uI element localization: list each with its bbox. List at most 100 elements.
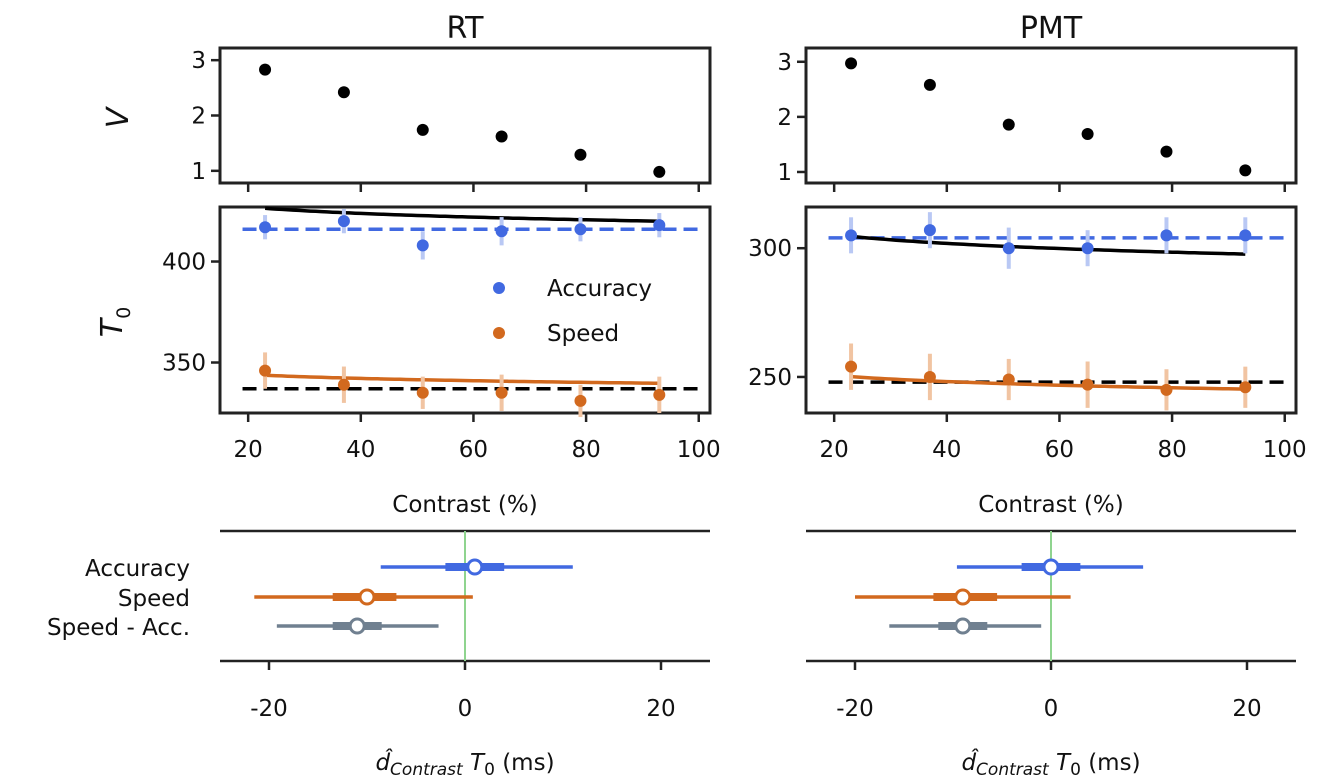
effect-label-sub: Contrast: [390, 760, 464, 780]
effect-label-t: T: [470, 750, 486, 776]
x-tick-label: 100: [677, 437, 721, 463]
legend-marker-speed: [493, 327, 505, 339]
data-point: [1081, 127, 1094, 140]
speed-fit-curve: [850, 374, 1246, 391]
x-tick-label: 80: [1157, 437, 1186, 463]
data-point: [845, 57, 858, 70]
accuracy-data-point: [1081, 242, 1094, 255]
speed-data-point: [653, 388, 666, 401]
y-tick-label: 2: [777, 105, 792, 131]
accuracy-data-point: [845, 229, 858, 242]
t0-axis-label-main: T: [95, 316, 130, 337]
plot-layer: 1 2 3 1 2 3 20 40 60 80 100 350 400 20 40 60 80 100 250 300…: [47, 46, 1307, 722]
y-tick-label: 3: [191, 48, 206, 74]
speed-data-point: [495, 386, 508, 399]
data-point: [653, 165, 666, 178]
accuracy-point-estimate: [466, 558, 484, 576]
speed-data-point: [1081, 378, 1094, 391]
accuracy-data-point: [574, 223, 587, 236]
legend: Accuracy Speed: [493, 276, 652, 347]
speed-data-point: [923, 370, 936, 383]
pmt-t0-frame: [804, 205, 1298, 415]
effect-label-d: d̂: [961, 749, 979, 776]
pmt-v-frame: [804, 46, 1298, 185]
category-label-speed-acc: Speed - Acc.: [47, 615, 190, 641]
y-tick-label: 1: [191, 159, 206, 185]
data-point: [259, 63, 272, 76]
effect-axis-label-pmt: d̂Contrast T0 (ms): [961, 749, 1140, 780]
contrast-axis-label-pmt: Contrast (%): [978, 492, 1123, 518]
legend-marker-accuracy: [493, 282, 505, 294]
svg-text:d̂Contrast T0 (ms): d̂Contrast T0 (ms): [961, 749, 1140, 780]
y-tick-label: 250: [748, 365, 792, 391]
accuracy-data-point: [923, 224, 936, 237]
data-point: [1002, 118, 1015, 131]
accuracy-data-point: [1002, 242, 1015, 255]
x-tick-label: -20: [250, 696, 288, 722]
speed-fit-curve: [265, 373, 660, 386]
contrast-axis-label-rt: Contrast (%): [392, 492, 537, 518]
data-point: [1239, 164, 1252, 177]
accuracy-point-estimate: [1042, 558, 1060, 576]
accuracy-fit-curve: [850, 234, 1246, 256]
x-tick-label: 100: [1263, 437, 1307, 463]
svg-text:T0: T0: [95, 307, 135, 337]
category-label-accuracy: Accuracy: [85, 556, 190, 582]
x-tick-label: 40: [932, 437, 961, 463]
data-point: [923, 78, 936, 91]
y-tick-label: 2: [191, 104, 206, 130]
accuracy-data-point: [1239, 229, 1252, 242]
x-tick-label: 20: [820, 437, 849, 463]
speed-data-point: [259, 364, 272, 377]
t0-axis-label: T0: [95, 307, 135, 337]
y-tick-label: 300: [748, 236, 792, 262]
speed-data-point: [416, 386, 429, 399]
rt-effect-plot: -20 0 20 Accuracy Speed Speed - Acc.: [47, 529, 710, 722]
rt-v-plot: 1 2 3: [191, 46, 712, 192]
pmt-effect-plot: -20 0 20: [806, 529, 1296, 722]
effect-label-t-sub: 0: [484, 760, 495, 780]
data-point: [1160, 145, 1173, 158]
x-tick-label: 60: [459, 437, 488, 463]
legend-label-accuracy: Accuracy: [547, 276, 652, 302]
accuracy-data-point: [259, 221, 272, 234]
effect-label-t-sub: 0: [1070, 760, 1081, 780]
x-tick-label: 20: [1232, 696, 1261, 722]
speed-data-point: [574, 394, 587, 407]
v-axis-label: V: [101, 105, 136, 128]
y-tick-label: 3: [777, 50, 792, 76]
speed-point-estimate: [358, 588, 376, 606]
effect-label-units: (ms): [502, 750, 554, 776]
x-tick-label: 20: [234, 437, 263, 463]
speed-acc-point-estimate: [348, 617, 366, 635]
y-tick-label: 400: [162, 250, 206, 276]
speed-data-point: [1239, 381, 1252, 394]
data-point: [337, 86, 350, 99]
accuracy-data-point: [1160, 229, 1173, 242]
data-point: [416, 123, 429, 136]
x-tick-label: 40: [346, 437, 375, 463]
speed-acc-point-estimate: [954, 617, 972, 635]
x-tick-label: 80: [571, 437, 600, 463]
speed-data-point: [845, 360, 858, 373]
accuracy-data-point: [337, 215, 350, 228]
panel-title-pmt: PMT: [1020, 11, 1083, 46]
effect-label-units: (ms): [1088, 750, 1140, 776]
rt-t0-plot: 20 40 60 80 100 350 400: [162, 205, 721, 463]
legend-label-speed: Speed: [547, 321, 619, 347]
effect-label-sub: Contrast: [976, 760, 1050, 780]
x-tick-label: 0: [1044, 696, 1059, 722]
x-tick-label: 0: [458, 696, 473, 722]
panel-title-rt: RT: [447, 11, 485, 46]
category-label-speed: Speed: [118, 586, 190, 612]
rt-v-frame: [218, 46, 712, 185]
pmt-t0-plot: 20 40 60 80 100 250 300: [748, 205, 1307, 463]
y-tick-label: 1: [777, 160, 792, 186]
effect-label-d: d̂: [375, 749, 393, 776]
accuracy-fit-curve: [264, 206, 660, 223]
data-point: [495, 130, 508, 143]
speed-data-point: [337, 378, 350, 391]
pmt-v-plot: 1 2 3: [777, 46, 1298, 192]
x-tick-label: 60: [1045, 437, 1074, 463]
effect-axis-label-rt: d̂Contrast T0 (ms): [375, 749, 554, 780]
